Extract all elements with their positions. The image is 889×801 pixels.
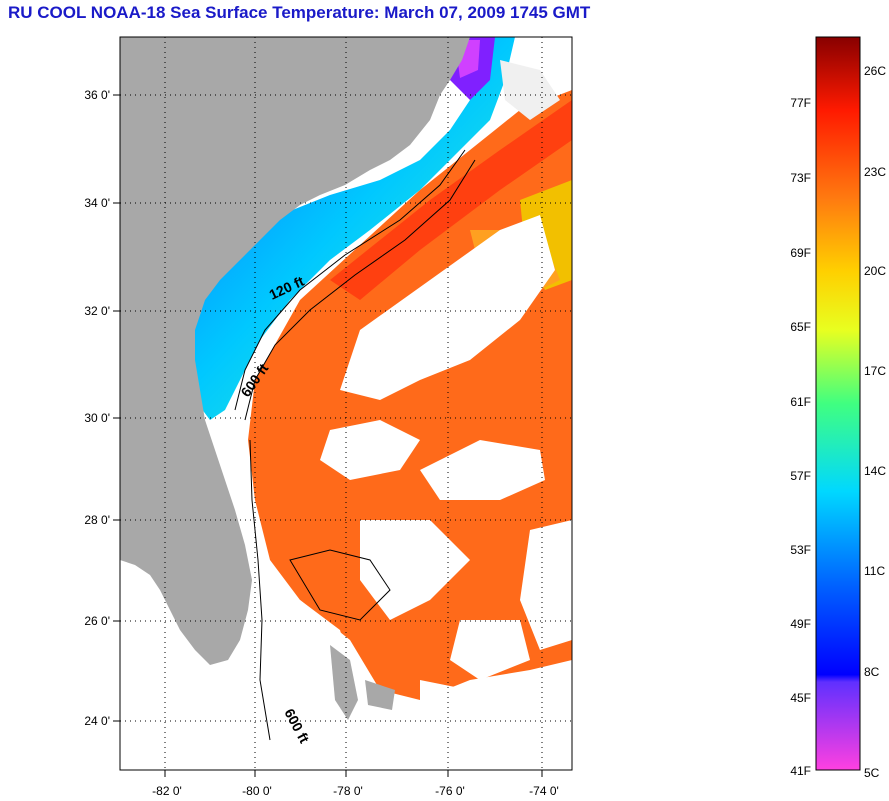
colorbar-f-label: 57F xyxy=(790,469,811,483)
lon-tick-label: -80 0' xyxy=(242,784,272,798)
colorbar-f-label: 65F xyxy=(790,320,811,334)
lat-tick-label: 36 0' xyxy=(84,88,110,102)
colorbar-c-label: 14C xyxy=(864,464,886,478)
lat-tick-label: 24 0' xyxy=(84,714,110,728)
colorbar-c-label: 8C xyxy=(864,665,880,679)
lat-tick-label: 26 0' xyxy=(84,614,110,628)
lon-tick-label: -82 0' xyxy=(152,784,182,798)
lat-tick-label: 32 0' xyxy=(84,304,110,318)
colorbar-c-label: 5C xyxy=(864,766,880,780)
colorbar-f-label: 61F xyxy=(790,395,811,409)
colorbar-f-label: 53F xyxy=(790,543,811,557)
isobath-lines xyxy=(234,149,476,741)
lon-axis xyxy=(164,770,543,777)
colorbar-f-label: 73F xyxy=(790,171,811,185)
colorbar-c-label: 17C xyxy=(864,364,886,378)
lon-tick-label: -78 0' xyxy=(333,784,363,798)
colorbar-f-label: 41F xyxy=(790,764,811,778)
lon-tick-label: -74 0' xyxy=(529,784,559,798)
cold-coastal-water xyxy=(160,37,515,420)
colorbar-c-label: 26C xyxy=(864,64,886,78)
colorbar-f-label: 77F xyxy=(790,96,811,110)
colorbar-c-label: 23C xyxy=(864,165,886,179)
colorbar-f-label: 49F xyxy=(790,617,811,631)
colorbar-c-label: 20C xyxy=(864,264,886,278)
lat-axis xyxy=(113,94,120,722)
grid-lines xyxy=(120,37,572,770)
lon-tick-label: -76 0' xyxy=(435,784,465,798)
colorbar-c-label: 11C xyxy=(864,564,885,578)
lat-tick-label: 28 0' xyxy=(84,513,110,527)
land-mass xyxy=(120,37,470,665)
colorbar-f-label: 69F xyxy=(790,246,811,260)
lat-tick-label: 34 0' xyxy=(84,196,110,210)
temperature-colorbar xyxy=(815,36,861,771)
map-panel xyxy=(120,37,572,770)
map-title: RU COOL NOAA-18 Sea Surface Temperature:… xyxy=(8,3,591,22)
colorbar-f-label: 45F xyxy=(790,691,811,705)
lat-tick-label: 30 0' xyxy=(84,411,110,425)
